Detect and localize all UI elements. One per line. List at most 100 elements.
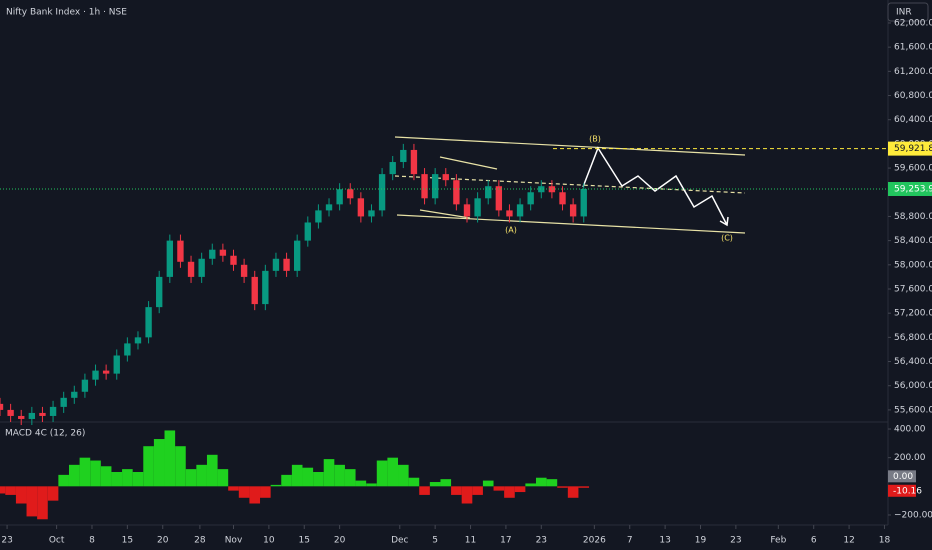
x-tick-label: Oct [49,536,65,546]
macd-bar [122,469,133,487]
x-tick-label: 23 [1,536,12,546]
macd-bar [37,486,48,520]
candle-body [357,198,365,217]
x-tick-label: 5 [432,536,438,546]
macd-bar [68,464,80,487]
y-tick-label: 61,600.00 [894,43,932,53]
candle-body [219,249,227,256]
value-label: -10.16 [893,486,922,496]
y-tick-label: 57,600.00 [894,284,932,294]
candle-body [580,188,587,217]
y-tick-label: 59,600.00 [894,164,932,174]
wedge-top [439,156,498,170]
candle-body [71,391,78,398]
macd-bar [461,486,473,504]
macd-bar [557,486,568,488]
x-tick-label: 17 [500,536,511,546]
candle-body [495,186,503,211]
macd-bar [90,460,101,487]
x-tick-label: 28 [194,536,206,546]
candle-body [442,174,449,181]
macd-bar [419,486,430,495]
macd-bar [100,466,112,487]
candle-body [538,186,545,193]
macd-bar [334,464,345,487]
candle-body [506,210,513,217]
price-label: 59,253.95 [894,184,932,194]
macd-title: MACD 4C (12, 26) [5,429,85,439]
currency-box[interactable] [887,2,929,22]
macd-bar [185,469,197,487]
macd-bar [47,486,59,501]
macd-bar [429,482,441,487]
x-tick-label: 8 [89,536,95,546]
candle-body [272,258,280,271]
candle-body [347,189,354,199]
channel-bottom [396,214,746,234]
macd-bar [196,464,207,487]
x-tick-label: 18 [879,536,891,546]
macd-bar [323,459,335,487]
candle-body [187,261,195,277]
macd-bar [164,430,176,487]
candle-body [49,406,57,416]
price-label-box [888,141,932,156]
macd-bar [398,464,409,487]
x-tick-label: Feb [770,536,786,546]
macd-bar [408,477,420,487]
macd-bar [249,486,261,504]
candle-body [102,370,110,374]
candle-body [325,204,333,211]
x-tick-label: 15 [299,536,310,546]
candle-body [145,307,152,338]
macd-bar [143,446,154,487]
macd-bar [302,467,314,487]
candle-body [421,174,428,199]
candle-body [28,412,36,419]
macd-bar [5,486,16,495]
candle-body [315,210,322,223]
macd-bar [344,469,356,487]
macd-bar [153,439,165,487]
macd-bar [525,483,536,487]
macd-bar [175,446,186,487]
macd-bar [270,484,282,487]
x-tick-label: Nov [225,536,243,546]
currency[interactable]: INR [896,8,912,18]
macd-bar [440,479,452,487]
y-tick-label: 200.00 [894,453,926,463]
y-tick-label: 55,600.00 [894,405,932,415]
candle-body [389,162,396,175]
y-tick-label: 56,400.00 [894,357,932,367]
y-tick-label: 58,800.00 [894,212,932,222]
macd-bar [514,486,526,493]
y-tick-label: 60,400.00 [894,115,932,125]
candle-body [400,149,407,163]
x-tick-label: 11 [465,536,476,546]
macd-bar [313,471,324,487]
x-tick-label: 13 [659,536,670,546]
projection-arrow [719,216,729,227]
candle-body [283,258,290,271]
candle-body [60,397,67,407]
candle-body [516,204,524,217]
macd-bar [260,486,271,498]
x-tick-label: 19 [695,536,707,546]
macd-bar [228,486,239,491]
price-label-box [888,181,932,196]
candle-body [453,180,460,205]
channel-mid [394,175,746,194]
macd-bar [535,477,547,487]
candle-body [569,204,577,217]
macd-bar [281,474,292,487]
x-tick-label: Dec [391,536,408,546]
candle-body [39,412,46,416]
macd-bar [26,486,38,517]
macd-bar [217,469,229,487]
x-tick-label: 20 [157,536,169,546]
candle-body [559,192,566,205]
candle-body [485,186,492,199]
x-tick-label: 7 [627,536,633,546]
